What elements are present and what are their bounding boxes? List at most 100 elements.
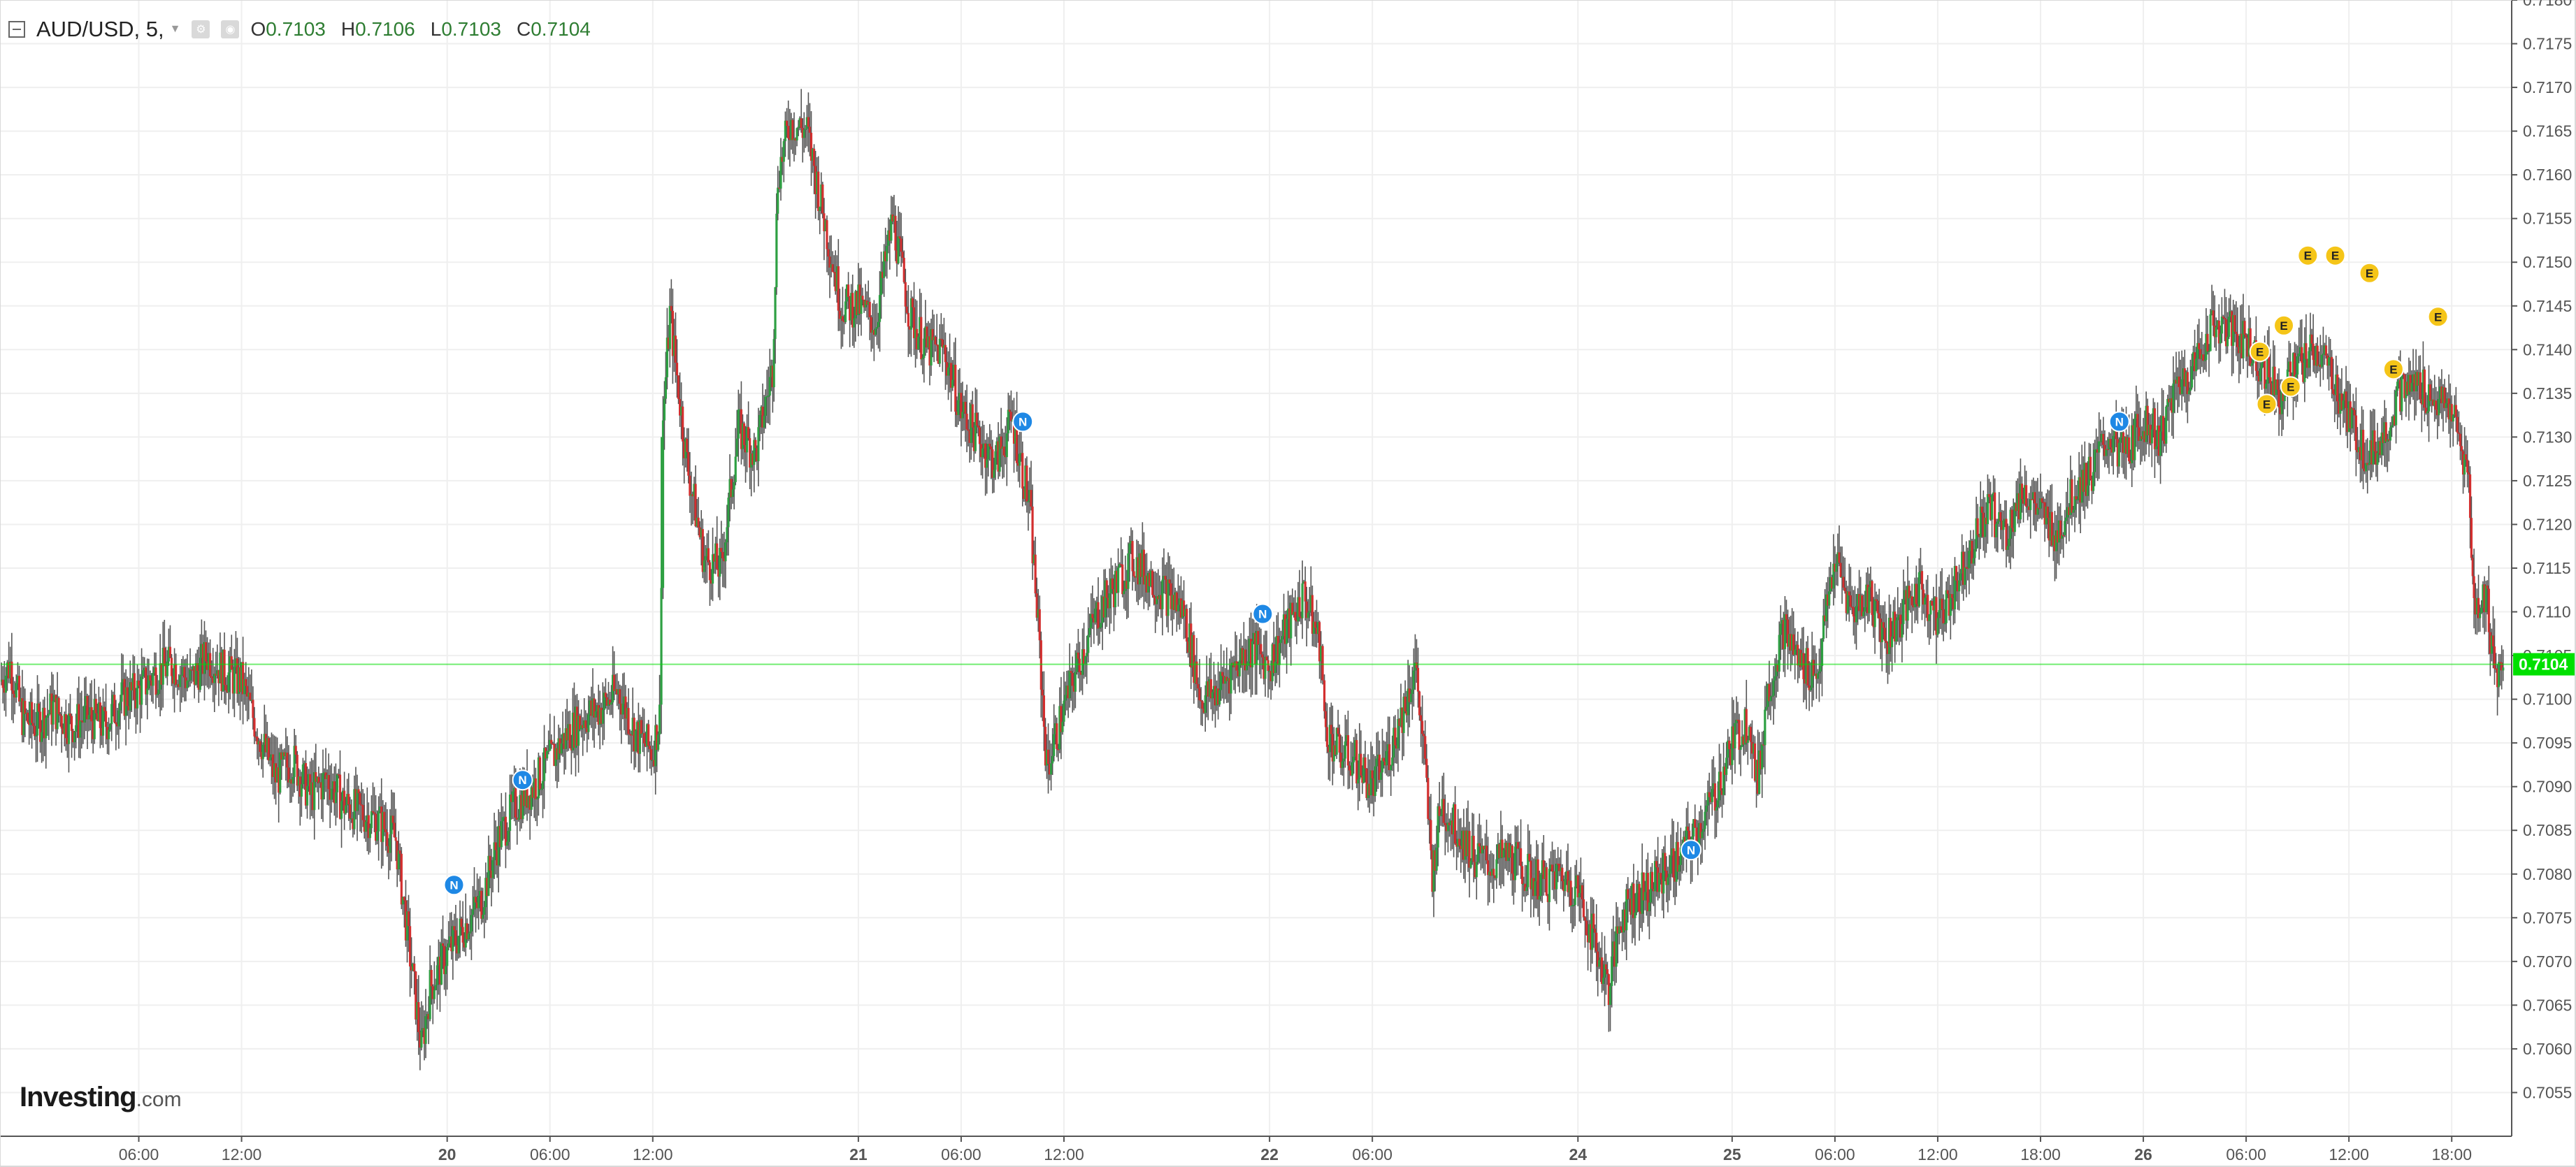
candle-body	[1260, 644, 1262, 655]
candle-body	[312, 782, 315, 811]
candle-body	[1809, 688, 1812, 690]
candle-body	[294, 746, 297, 755]
candle-body	[2369, 440, 2372, 464]
candle-body	[1376, 754, 1379, 759]
candle-body	[877, 321, 880, 328]
candle-body	[787, 126, 790, 138]
candle-body	[179, 675, 182, 688]
candle-body	[1211, 692, 1214, 699]
candle-body	[1775, 665, 1778, 676]
candle-body	[213, 674, 216, 683]
candle-body	[811, 148, 814, 161]
candle-body	[207, 653, 210, 670]
close-value: C0.7104	[516, 18, 591, 40]
candle-body	[970, 404, 972, 443]
candle-body	[1743, 709, 1746, 745]
candle-body	[1371, 770, 1374, 778]
candle-body	[408, 926, 412, 967]
dropdown-caret-icon[interactable]: ▼	[169, 23, 181, 35]
candle-body	[984, 443, 987, 468]
candle-body	[1828, 591, 1831, 606]
candle-body	[650, 749, 653, 760]
candle-body	[2031, 499, 2034, 500]
candle-body	[60, 716, 63, 729]
candle-body	[1831, 577, 1834, 589]
candle-body	[2236, 333, 2239, 347]
event-marker-label: E	[2389, 363, 2397, 376]
candle-body	[701, 529, 704, 572]
candle-body	[152, 672, 154, 686]
candle-body	[289, 779, 292, 783]
candle-body	[1931, 600, 1934, 606]
candle-body	[2029, 499, 2032, 510]
candle-body	[1920, 571, 1924, 590]
candle-body	[2486, 585, 2489, 589]
candle-body	[1163, 576, 1165, 580]
candle-body	[988, 444, 991, 447]
candle-body	[1564, 879, 1567, 892]
candle-body	[2168, 398, 2171, 403]
candle-body	[1097, 602, 1100, 629]
candle-body	[2310, 334, 2313, 344]
candle-body	[1528, 853, 1531, 861]
candle-body	[1086, 653, 1088, 657]
candle-body	[687, 451, 690, 476]
candle-body	[526, 776, 528, 808]
candle-body	[274, 763, 278, 783]
candle-body	[1549, 864, 1553, 869]
candle-body	[1462, 830, 1465, 860]
candle-body	[2192, 352, 2195, 367]
candle-body	[549, 739, 552, 751]
x-tick-label: 06:00	[119, 1145, 159, 1164]
candle-body	[400, 853, 403, 905]
candle-body	[1021, 453, 1024, 489]
candle-body	[1348, 765, 1351, 771]
candle-body	[510, 795, 513, 802]
candle-body	[1658, 873, 1661, 892]
candle-body	[1548, 869, 1551, 902]
candle-body	[489, 855, 491, 871]
candle-body	[1819, 666, 1822, 672]
candle-body	[497, 826, 500, 866]
candle-body	[573, 712, 576, 748]
candle-body	[487, 855, 490, 897]
candle-body	[2340, 393, 2343, 410]
candle-body	[1341, 761, 1344, 768]
candle-body	[2359, 447, 2362, 461]
candle-body	[941, 339, 944, 348]
candle-body	[2145, 405, 2147, 442]
candle-body	[1968, 551, 1971, 569]
candle-body	[2431, 399, 2433, 401]
candle-body	[1007, 409, 1009, 434]
candle-body	[2062, 535, 2065, 537]
candle-body	[644, 743, 647, 747]
candle-body	[675, 363, 679, 376]
candle-body	[1504, 842, 1506, 850]
candle-body	[2159, 431, 2162, 456]
candle-body	[781, 157, 784, 162]
candle-body	[2052, 535, 2055, 546]
candle-body	[760, 406, 763, 415]
candle-body	[1749, 727, 1752, 742]
camera-icon[interactable]: ◉	[221, 20, 240, 38]
candle-body	[1702, 829, 1705, 832]
settings-icon[interactable]: ⚙	[192, 20, 210, 38]
candle-body	[1906, 586, 1909, 621]
event-marker-label: N	[1687, 843, 1695, 857]
collapse-icon[interactable]	[8, 21, 25, 38]
candle-body	[2222, 317, 2225, 318]
candle-body	[2232, 314, 2235, 346]
candle-body	[1, 679, 4, 688]
candle-body	[2439, 386, 2442, 399]
candle-body	[958, 393, 961, 400]
candle-body	[1672, 848, 1675, 878]
candle-body	[2289, 361, 2292, 391]
y-tick-label: 0.7170	[2523, 78, 2572, 96]
symbol-label[interactable]: AUD/USD, 5,	[36, 17, 164, 41]
candle-body	[1724, 767, 1727, 775]
candle-body	[2124, 437, 2128, 454]
y-tick-label: 0.7065	[2523, 996, 2572, 1014]
candle-body	[945, 362, 949, 376]
